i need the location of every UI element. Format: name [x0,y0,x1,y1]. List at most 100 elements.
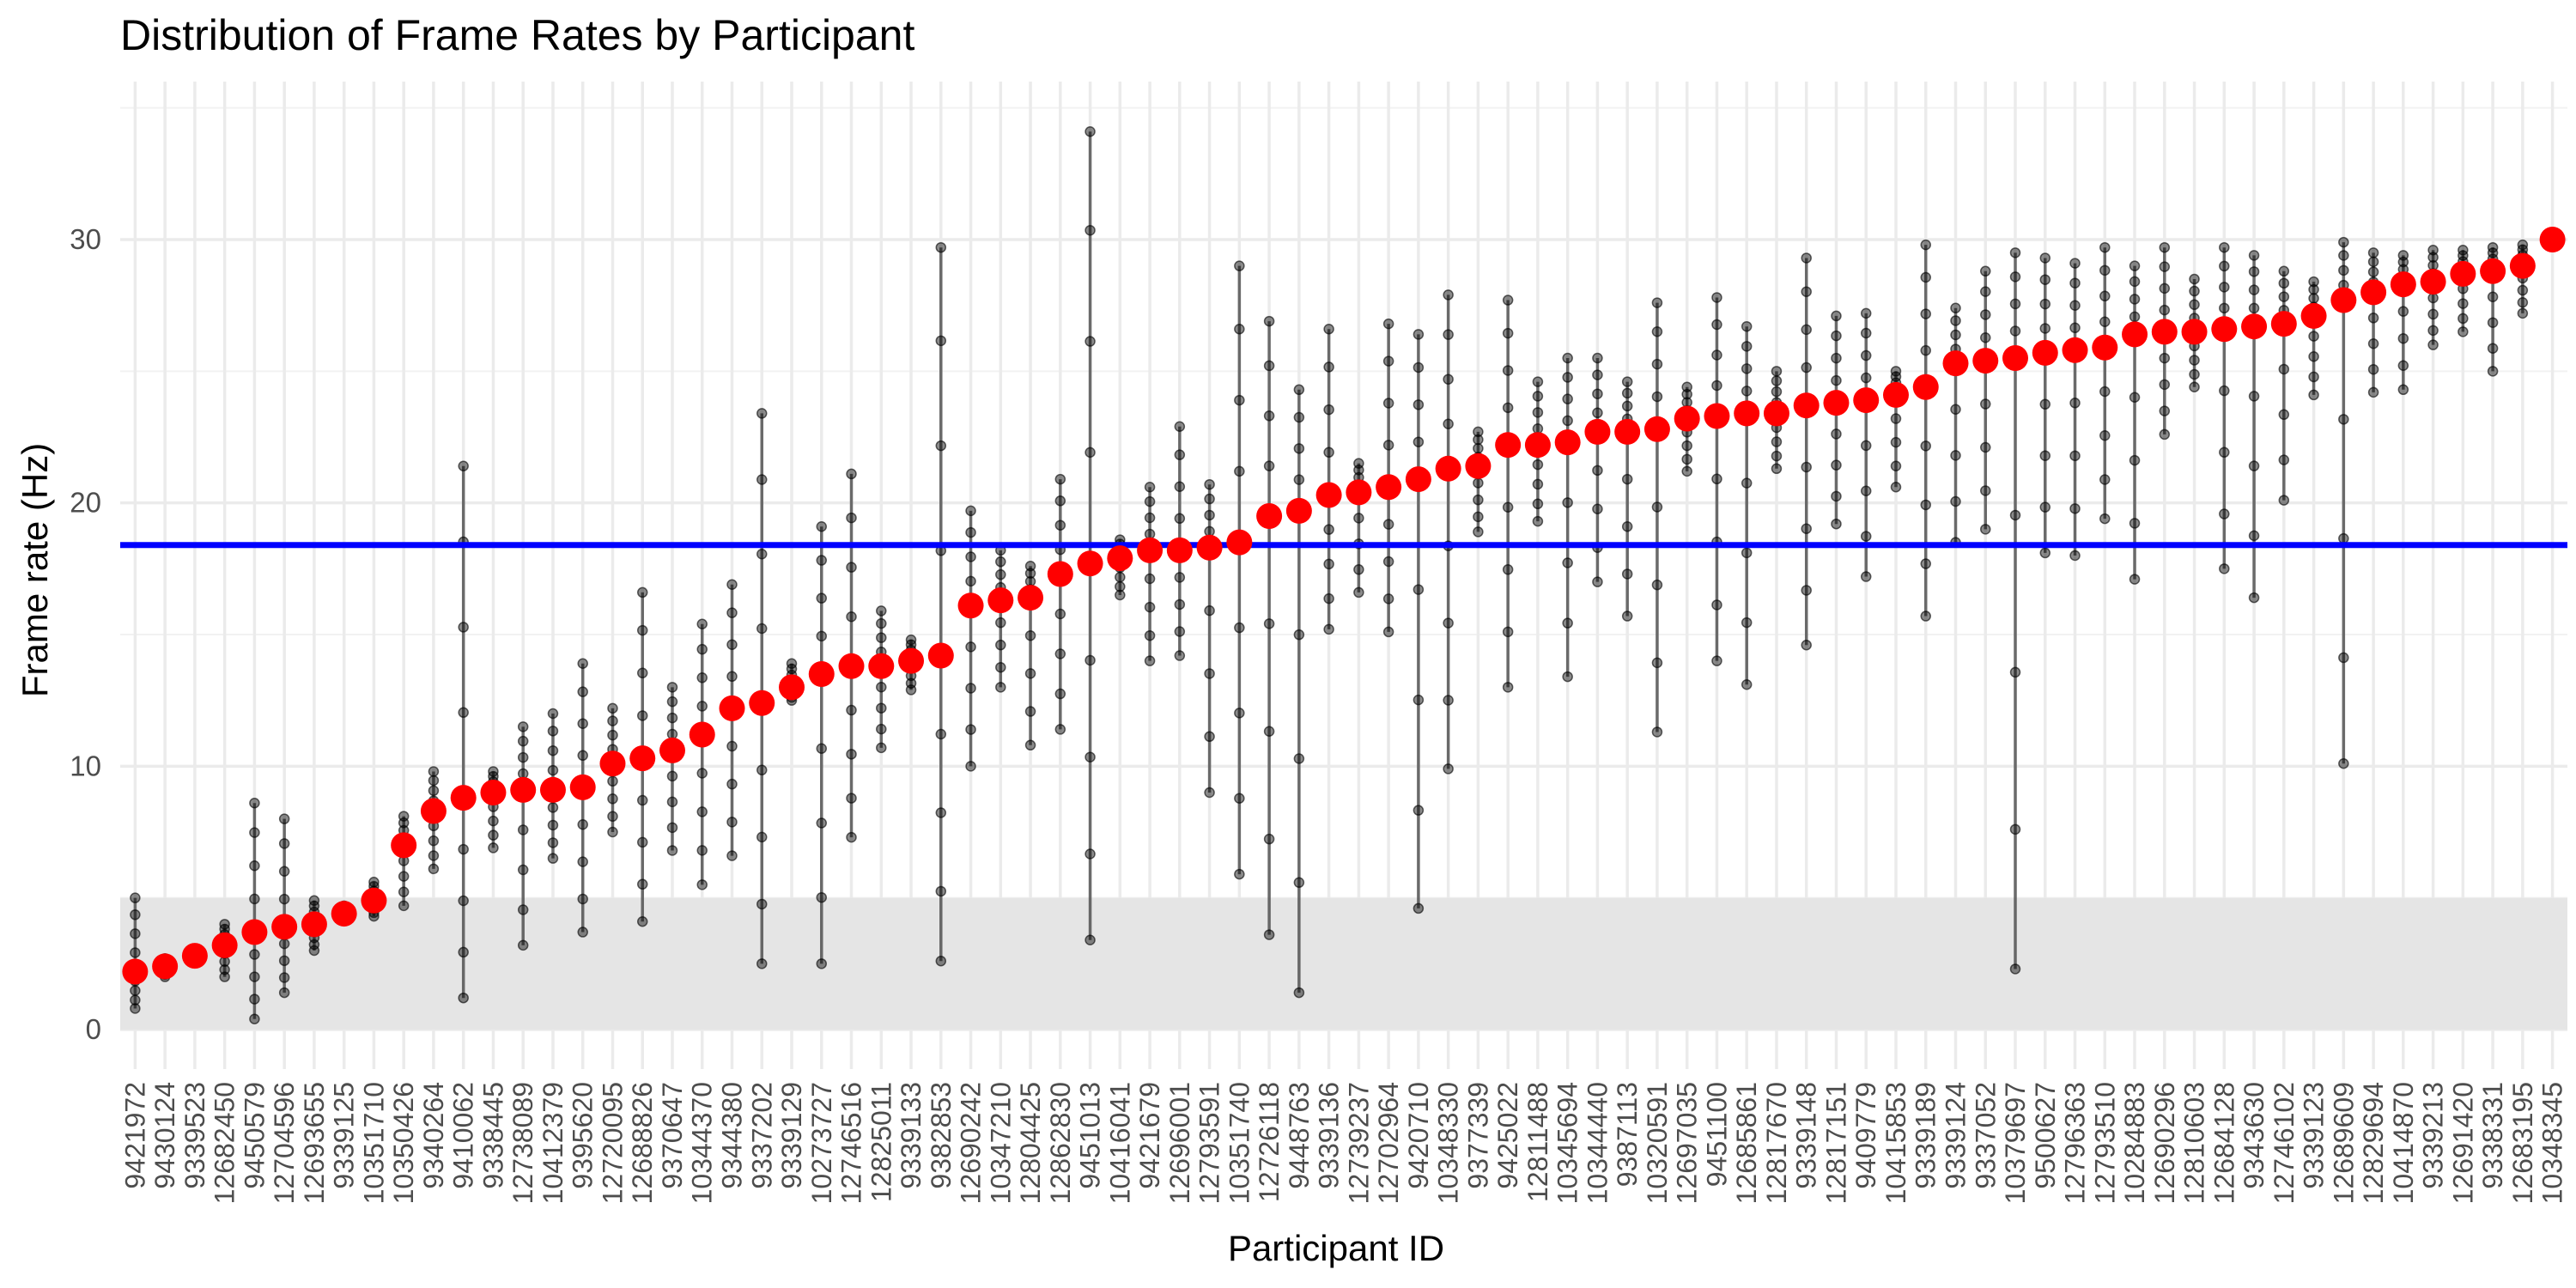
observation-point [1293,474,1305,485]
observation-point [1174,513,1186,525]
observation-point [1174,449,1186,460]
observation-point [696,701,708,712]
observation-point [1174,421,1186,432]
observation-point [2367,247,2379,258]
observation-point [1890,460,1902,471]
observation-point [2248,460,2260,471]
observation-point [1084,336,1096,347]
observation-point [1174,626,1186,637]
x-tick-label: 12793591 [1194,1082,1225,1204]
x-tick-label: 10284883 [2119,1082,2150,1204]
x-tick-label: 12690242 [956,1082,987,1204]
observation-point [1293,384,1305,396]
mean-marker [2062,337,2088,363]
x-tick-label: 9339133 [896,1082,927,1189]
x-tick-label: 10379697 [2000,1082,2031,1204]
observation-point [1502,402,1514,414]
observation-point [2159,241,2171,253]
observation-point [2189,381,2200,392]
x-tick-label: 9500627 [2030,1082,2061,1189]
observation-point [1621,387,1633,399]
observation-point [1831,428,1842,440]
x-tick-label: 12738089 [507,1082,538,1204]
observation-point [2009,963,2021,975]
observation-point [1204,493,1215,505]
mean-marker [331,901,357,927]
x-tick-label: 10273727 [806,1082,837,1204]
observation-point [816,891,828,903]
observation-point [965,683,976,694]
x-tick-label: 10350426 [388,1082,419,1204]
observation-point [2338,250,2349,261]
observation-point [2189,368,2200,380]
x-tick-label: 12720095 [597,1082,628,1204]
observation-point [1204,478,1215,490]
observation-point [1890,366,1902,377]
observation-point [2248,250,2260,261]
observation-point [876,723,887,735]
observation-point [1293,629,1305,641]
mean-marker [779,674,805,701]
x-tick-label: 9339189 [1911,1082,1941,1189]
mean-marker [2270,311,2297,337]
observation-point [1621,568,1633,580]
observation-point [1084,751,1096,762]
mean-marker [361,887,387,914]
observation-point [756,408,768,419]
observation-point [726,817,738,828]
x-tick-label: 9339123 [2299,1082,2330,1189]
observation-point [1084,224,1096,236]
observation-point [517,735,529,747]
mean-marker [689,721,715,748]
observation-point [1711,292,1722,303]
observation-point [666,822,678,834]
observation-point [2487,247,2499,258]
observation-point [846,512,857,524]
observation-point [2159,379,2171,391]
observation-point [1532,515,1544,527]
observation-point [636,624,648,636]
observation-point [2039,450,2051,461]
observation-point [130,1003,141,1014]
mean-marker [2211,316,2238,343]
observation-point [1681,440,1692,452]
observation-point [1980,441,1991,453]
observation-point [249,893,260,905]
observation-point [1831,330,1842,342]
observation-point [2367,338,2379,349]
observation-point [398,871,410,882]
observation-point [1234,465,1245,477]
x-tick-label: 10320591 [1642,1082,1673,1204]
mean-markers [122,227,2566,985]
observation-point [1413,805,1425,816]
observation-point [607,702,618,714]
observation-point [2009,247,2021,258]
x-tick-label: 10345694 [1552,1082,1583,1204]
observation-point [1263,618,1275,629]
mean-marker [1882,381,1909,408]
observation-point [1621,611,1633,622]
observation-point [2039,298,2051,310]
observation-point [428,835,440,847]
observation-point [2308,283,2319,295]
mean-marker [1495,432,1522,459]
x-tick-label: 9382853 [926,1082,957,1189]
mean-marker [629,745,656,772]
observation-point [1920,239,1931,251]
observation-point [1054,495,1066,507]
x-tick-label: 12739237 [1343,1082,1374,1204]
observation-point [1293,987,1305,999]
observation-point [577,893,588,905]
mean-marker [301,911,327,938]
mean-marker [480,780,507,805]
observation-point [1443,374,1454,385]
observation-point [1562,617,1573,629]
mean-marker [1524,432,1551,459]
observation-point [666,682,678,693]
observation-point [1323,623,1334,635]
observation-point [1980,398,1991,410]
mean-marker [1196,534,1223,561]
observation-point [1323,361,1334,373]
observation-point [2338,532,2349,544]
observation-point [458,460,469,471]
